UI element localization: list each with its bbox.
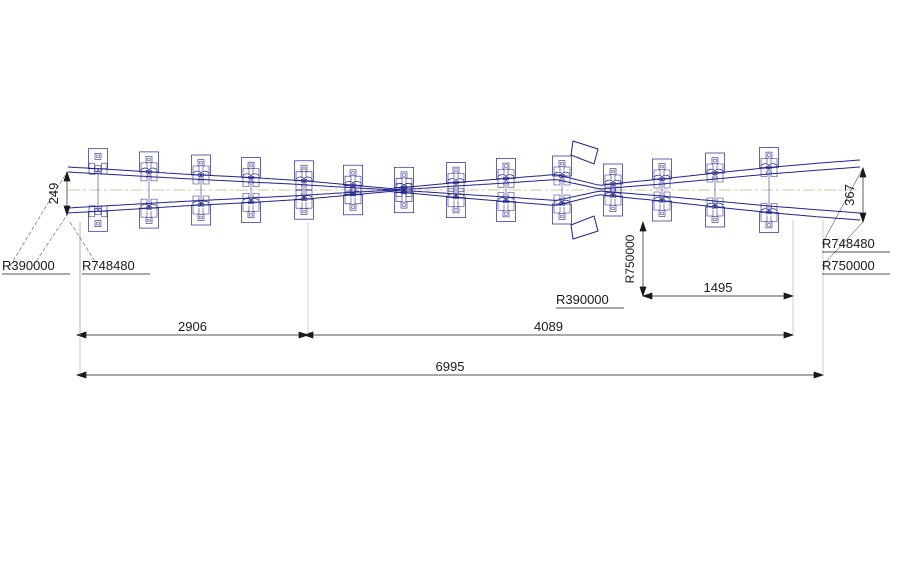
svg-text:2906: 2906: [178, 319, 207, 334]
svg-text:1495: 1495: [704, 280, 733, 295]
svg-text:4089: 4089: [534, 319, 563, 334]
svg-text:R748480: R748480: [82, 258, 135, 273]
svg-text:R750000: R750000: [822, 258, 875, 273]
svg-text:R390000: R390000: [2, 258, 55, 273]
svg-text:R750000: R750000: [623, 234, 637, 283]
svg-text:R390000: R390000: [556, 292, 609, 307]
svg-text:6995: 6995: [436, 359, 465, 374]
svg-text:R748480: R748480: [822, 236, 875, 251]
